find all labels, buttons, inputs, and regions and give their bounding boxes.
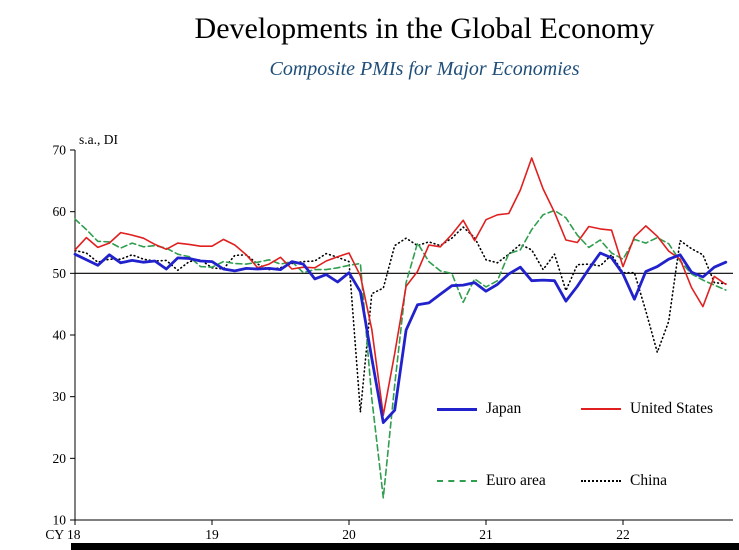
legend-label-united-states: United States <box>630 400 714 417</box>
y-axis-tick-label: 10 <box>53 513 67 528</box>
chart-subtitle: Composite PMIs for Major Economies <box>269 58 580 80</box>
y-axis-tick-label: 70 <box>53 143 67 158</box>
y-axis-tick-label: 60 <box>53 204 67 219</box>
series-line-united-states <box>74 157 727 417</box>
x-axis-tick-label: 20 <box>342 527 356 542</box>
legend-label-japan: Japan <box>486 400 522 417</box>
x-axis-tick-label: 19 <box>205 527 219 542</box>
y-axis-tick-label: 20 <box>53 451 67 466</box>
x-axis-tick-label: 21 <box>479 527 493 542</box>
legend-item-euro-area: Euro area <box>437 472 546 490</box>
japan-line-sample <box>437 407 477 411</box>
series-line-japan <box>73 251 728 425</box>
x-axis-tick-label: 22 <box>616 527 630 542</box>
legend-label-china: China <box>630 472 668 489</box>
footer-bar <box>71 543 739 550</box>
y-axis-tick-label: 40 <box>53 328 67 343</box>
unit-label: s.a., DI <box>79 132 118 147</box>
legend-item-china: China <box>581 472 667 490</box>
y-axis-tick-label: 30 <box>53 389 67 404</box>
china-line-sample <box>581 480 621 482</box>
y-axis-tick-label: 50 <box>53 266 67 281</box>
x-axis-tick-label: CY 18 <box>45 527 80 542</box>
united-states-line-sample <box>581 408 621 410</box>
legend-item-japan: Japan <box>437 400 521 418</box>
chart-header: Developments in the Global Economy Compo… <box>0 12 739 81</box>
legend-label-euro-area: Euro area <box>486 472 546 489</box>
legend-item-united-states: United States <box>581 400 713 418</box>
chart-title: Developments in the Global Economy <box>194 12 655 45</box>
euro-area-line-sample <box>437 480 477 482</box>
series-line-euro-area <box>74 209 727 499</box>
